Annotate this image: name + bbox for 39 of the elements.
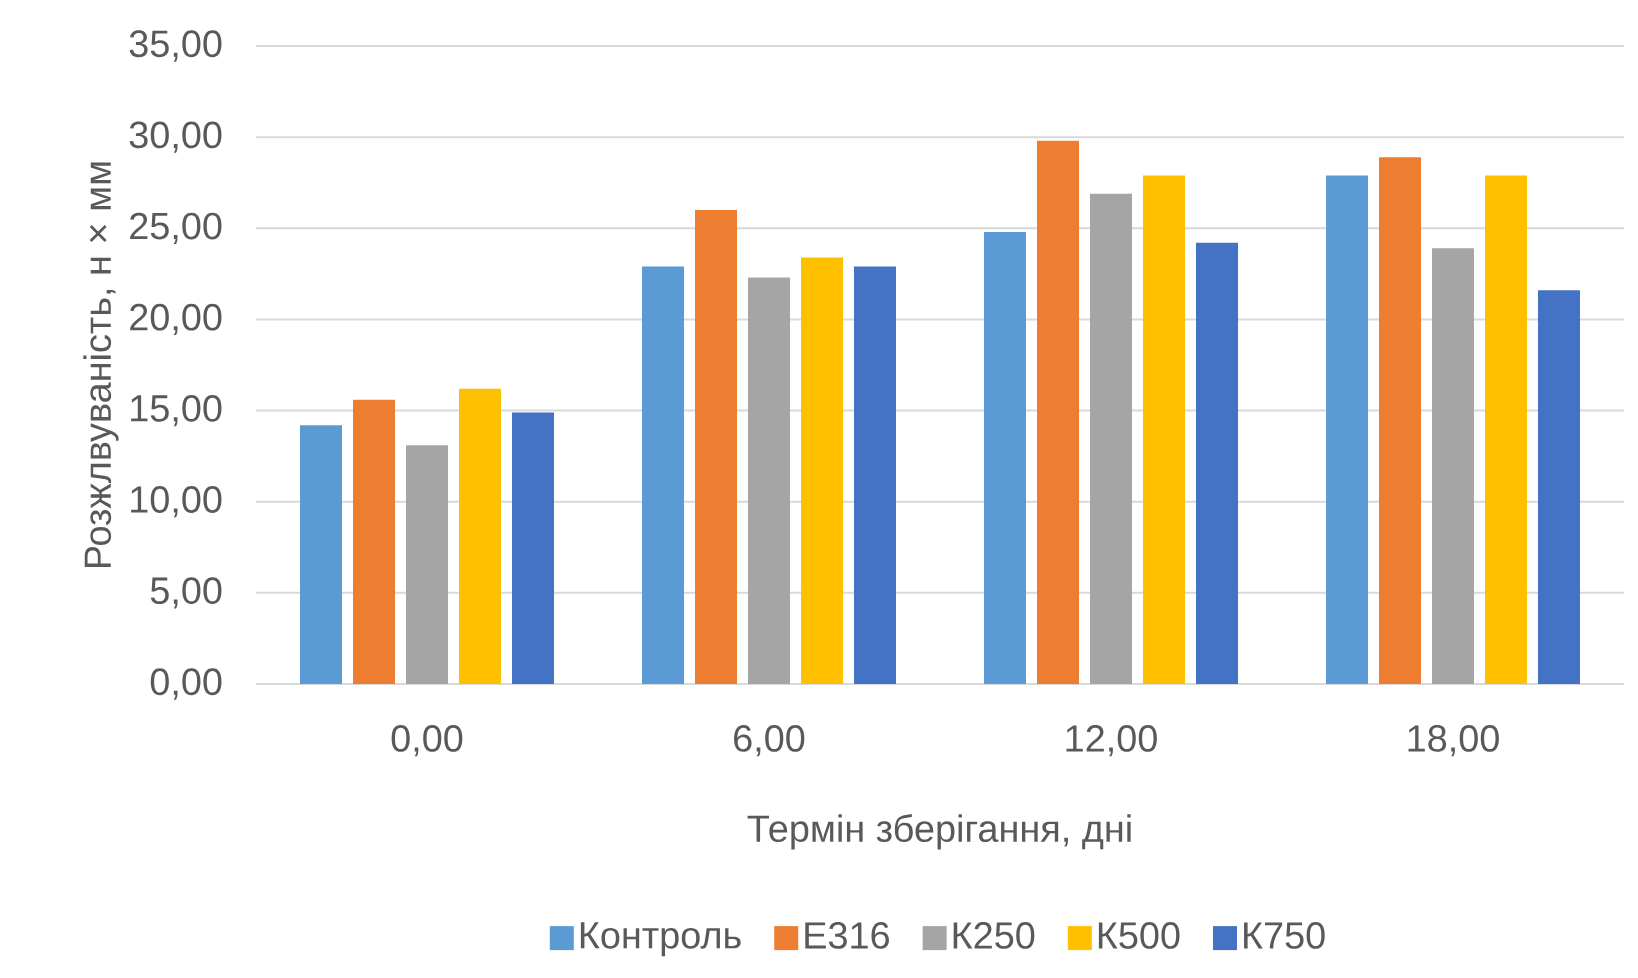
bar: [406, 445, 448, 684]
x-tick-label: 12,00: [1066, 725, 1157, 757]
bar: [854, 266, 897, 684]
y-tick-label: 5,00: [150, 577, 222, 609]
bar: [300, 425, 342, 684]
y-tick-label: 15,00: [131, 394, 222, 427]
bar: [1538, 290, 1581, 684]
bar: [1037, 140, 1080, 684]
legend-label: Контроль: [580, 922, 741, 957]
bar: [748, 277, 790, 684]
bar: [1143, 175, 1186, 684]
bar: [353, 399, 395, 684]
y-axis-title: Розжлвуваність, н × мм: [83, 162, 119, 568]
y-tick-label: 30,00: [129, 121, 222, 153]
y-tick-label: 10,00: [131, 486, 222, 518]
legend-label: К500: [1098, 922, 1180, 949]
y-tick-label: 20,00: [130, 303, 222, 336]
bar: [1326, 175, 1369, 684]
bar: [1379, 157, 1422, 684]
bar: [984, 231, 1026, 684]
y-tick-label: 35,00: [129, 30, 222, 62]
x-tick-label: 0,00: [391, 725, 463, 757]
legend-label: Е316: [805, 922, 889, 949]
bar: [1090, 193, 1133, 684]
bar: [642, 266, 684, 684]
bar: [695, 210, 737, 684]
bar: [459, 388, 501, 684]
bar: [1485, 175, 1528, 684]
y-tick-label: 0,00: [150, 668, 222, 700]
x-tick-label: 6,00: [734, 725, 805, 757]
bar: [1196, 242, 1239, 684]
y-tick-label: 25,00: [130, 212, 222, 244]
bar: [512, 412, 554, 684]
x-axis-title: Термін зберігання, дні: [747, 813, 1131, 850]
legend-label: К250: [953, 922, 1035, 949]
legend-label: К750: [1244, 922, 1325, 949]
x-tick-label: 18,00: [1408, 725, 1499, 757]
bar: [801, 257, 843, 684]
bar: [1432, 248, 1475, 684]
